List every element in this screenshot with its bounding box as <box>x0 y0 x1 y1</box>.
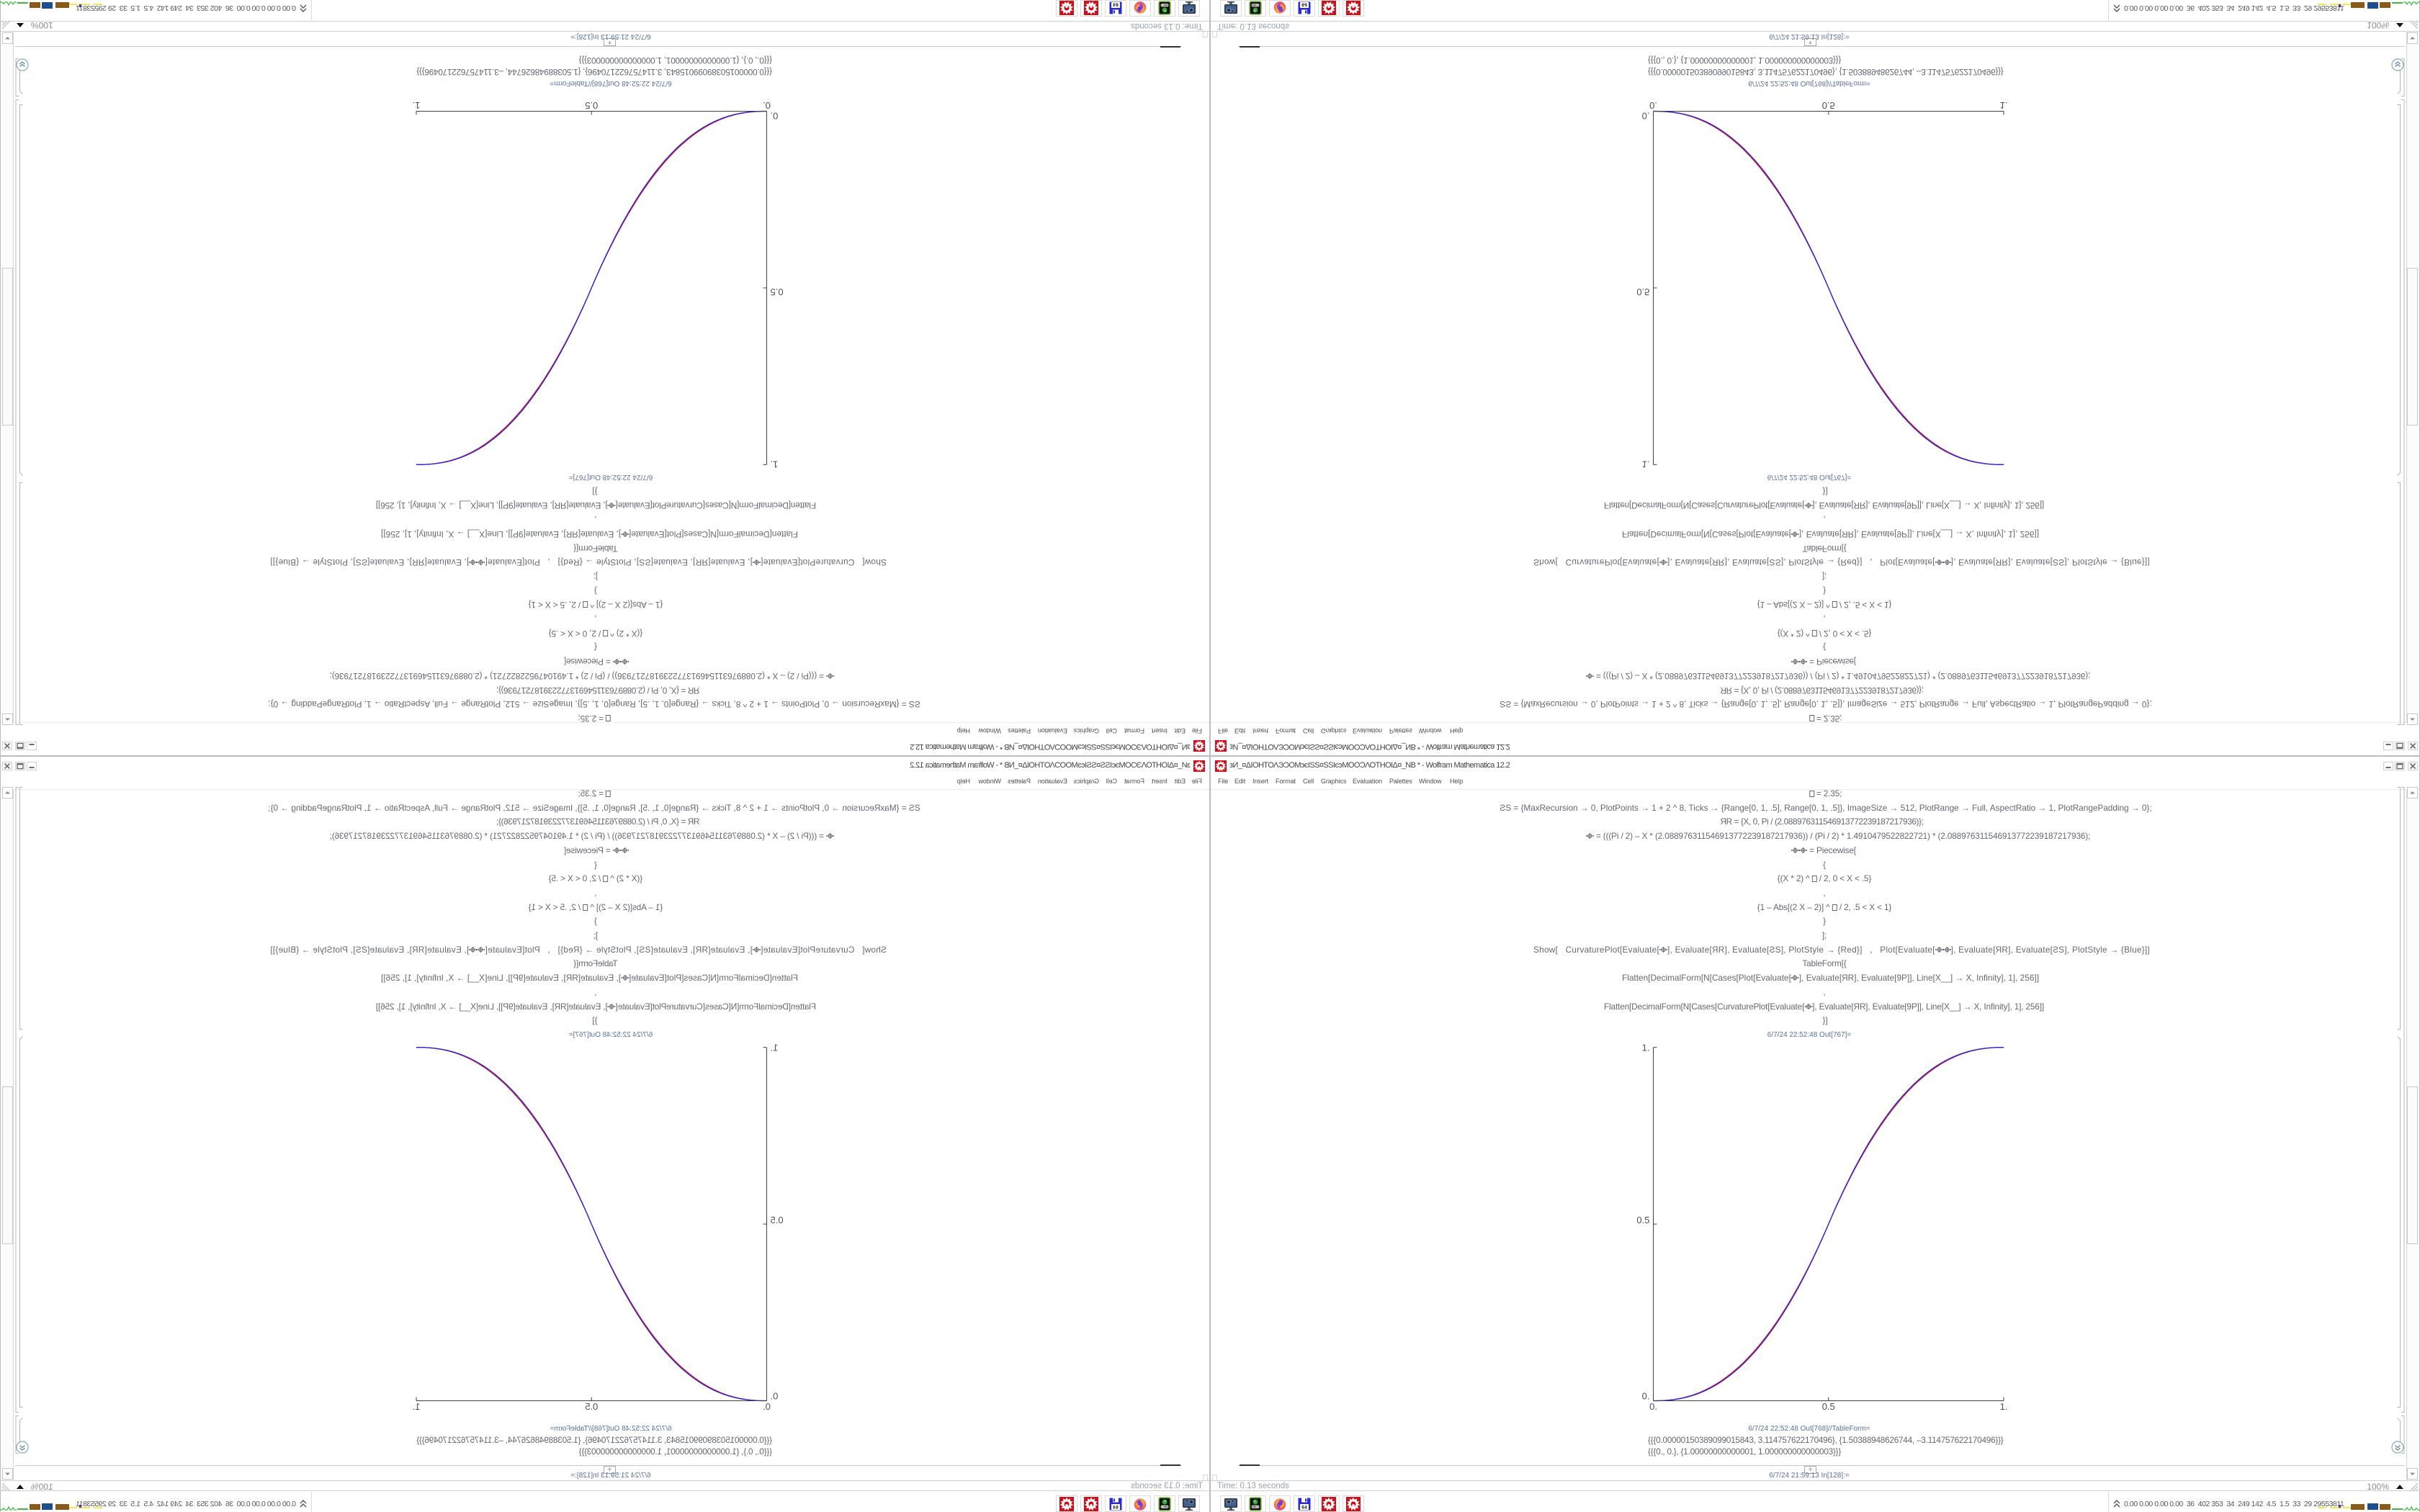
svg-text:0.5: 0.5 <box>771 287 784 297</box>
svg-text:64: 64 <box>1113 1505 1119 1510</box>
svg-text:0.5: 0.5 <box>771 1215 784 1225</box>
svg-text:0.5: 0.5 <box>1636 287 1649 297</box>
svg-text:64: 64 <box>1301 1505 1307 1510</box>
svg-text:0.: 0. <box>771 111 779 122</box>
svg-text:1.: 1. <box>1642 459 1650 469</box>
svg-text:0.5: 0.5 <box>1636 1215 1649 1225</box>
svg-text:0.: 0. <box>763 100 771 111</box>
svg-text:0.: 0. <box>1649 100 1657 111</box>
svg-text:0.5: 0.5 <box>585 1401 598 1412</box>
svg-text:1.: 1. <box>771 459 779 469</box>
svg-text:0.5: 0.5 <box>1822 1401 1835 1412</box>
svg-text:0.5: 0.5 <box>585 100 598 111</box>
svg-text:1.: 1. <box>2000 100 2008 111</box>
svg-text:64: 64 <box>1113 2 1119 7</box>
svg-text:0.: 0. <box>763 1401 771 1412</box>
svg-text:1.: 1. <box>2000 1401 2008 1412</box>
svg-text:0.: 0. <box>1642 111 1650 122</box>
svg-text:0.5: 0.5 <box>1822 100 1835 111</box>
svg-text:0.: 0. <box>1649 1401 1657 1412</box>
svg-text:1.: 1. <box>413 100 421 111</box>
svg-text:0.: 0. <box>1642 1391 1650 1402</box>
svg-text:1.: 1. <box>413 1401 421 1412</box>
svg-text:64: 64 <box>1301 2 1307 7</box>
svg-text:1.: 1. <box>771 1043 779 1053</box>
svg-text:0.: 0. <box>771 1391 779 1402</box>
svg-text:1.: 1. <box>1642 1043 1650 1053</box>
